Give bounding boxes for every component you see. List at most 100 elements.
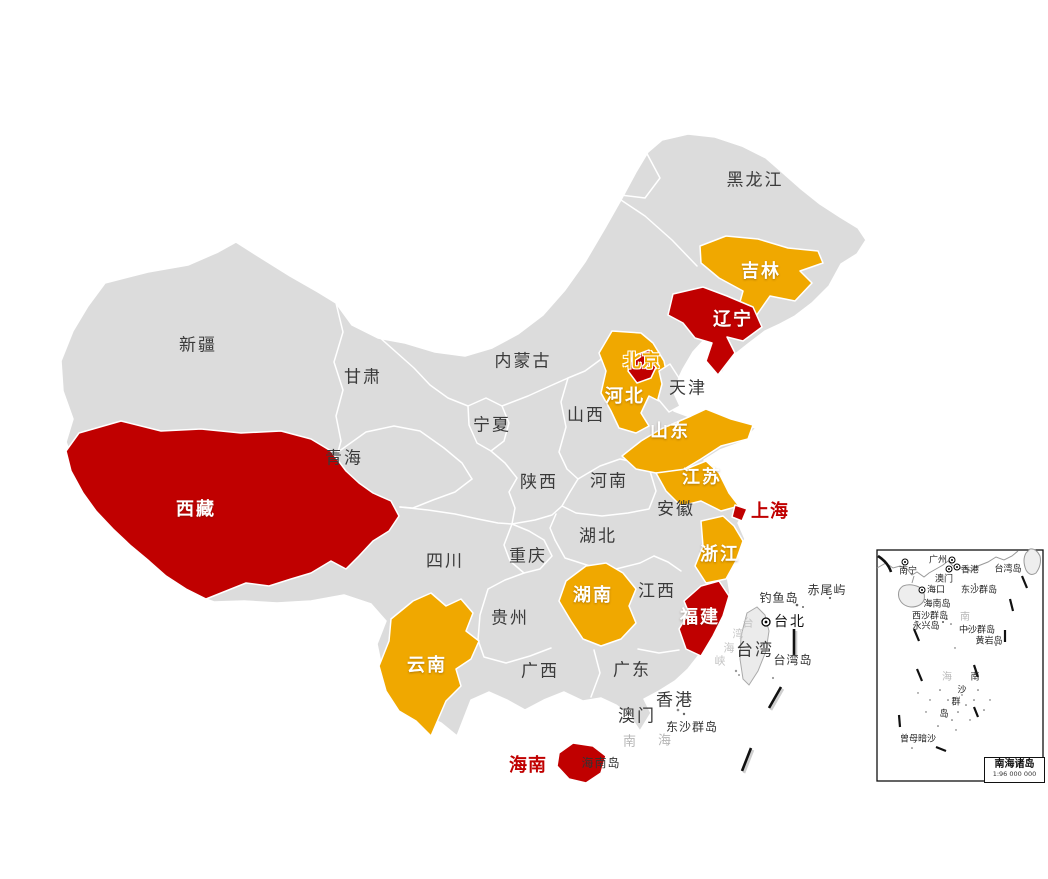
- region-beijing: [627, 349, 659, 384]
- label-macau: 澳门: [618, 706, 656, 727]
- penghu-islet-dot2: [738, 674, 740, 676]
- inset-city-markers: [901, 556, 961, 594]
- label-fujian: 福建: [680, 607, 720, 628]
- label-inset-huangyan: 黄岩岛: [975, 636, 1003, 647]
- label-inset-dongsha: 东沙群岛: [960, 585, 998, 596]
- inset-title: 南海诸岛: [994, 759, 1035, 770]
- region-xizang: [65, 420, 400, 600]
- border-xinjiang-east: [333, 302, 344, 453]
- hongkong-dot: [676, 708, 680, 712]
- label-inset-xianggang: 香港: [960, 565, 980, 576]
- label-beijing: 北京: [623, 351, 661, 372]
- label-inset-sea-nan: 南: [960, 612, 970, 623]
- label-guangdong: 广东: [613, 660, 651, 681]
- label-dongsha: 东沙群岛: [665, 720, 719, 734]
- label-hainan: 海南: [509, 755, 547, 776]
- label-inset-nansha-sha: 沙: [957, 685, 967, 696]
- label-hebei: 河北: [605, 386, 645, 407]
- label-hunan: 湖南: [573, 585, 613, 606]
- label-strait-hai: 海: [723, 641, 735, 655]
- label-jilin: 吉林: [741, 261, 781, 282]
- label-inset-hainandao: 海南岛: [923, 599, 951, 610]
- chiwei-islet-dot: [828, 596, 832, 600]
- label-strait-tai: 台: [742, 616, 754, 630]
- label-hongkong: 香港: [656, 690, 694, 711]
- label-inset-guangzhou: 广州: [928, 555, 948, 566]
- label-yunnan: 云南: [407, 655, 447, 676]
- label-inset-sea-hai: 海: [942, 672, 952, 683]
- label-sea-nan: 南: [622, 734, 638, 750]
- inset-coastline: [876, 550, 1019, 584]
- label-taiwan: 台湾: [736, 640, 774, 661]
- label-liaoning: 辽宁: [713, 309, 753, 330]
- label-guizhou: 贵州: [491, 608, 529, 629]
- region-hunan: [558, 562, 637, 647]
- region-liaoning: [667, 286, 763, 376]
- inset-scale: 1:96 000 000: [992, 770, 1037, 778]
- region-yunnan: [378, 592, 480, 737]
- diaoyu-islet-dot: [795, 603, 799, 607]
- border-shanxi-west: [558, 377, 579, 480]
- region-fujian: [678, 580, 730, 657]
- border-sichuan-north: [399, 506, 513, 525]
- region-jilin: [699, 235, 824, 317]
- border-hubei-west: [549, 513, 557, 541]
- label-inset-xisha: 西沙群岛: [911, 611, 949, 622]
- diaoyu-islet-dot2: [802, 606, 804, 608]
- inset-taiwan-island: [1023, 548, 1041, 575]
- border-henan: [561, 458, 657, 517]
- inset-nine-dash-line: [897, 575, 1029, 753]
- label-ningxia: 宁夏: [473, 415, 511, 436]
- highlighted-regions: [65, 235, 824, 784]
- label-guangxi: 广西: [521, 661, 559, 682]
- label-sea-hai: 海: [657, 733, 673, 749]
- inset-south-china-sea: [876, 548, 1044, 782]
- label-chiweiyu: 赤尾屿: [807, 583, 847, 597]
- label-inset-aomen: 澳门: [934, 574, 954, 585]
- label-shanxi: 山西: [567, 405, 605, 426]
- dash-southeast-2: [740, 747, 753, 772]
- border-neimenggu-heilongjiang: [611, 149, 698, 267]
- label-henan: 河南: [590, 471, 628, 492]
- label-strait-xia: 峡: [714, 654, 726, 668]
- label-diaoyudao: 钓鱼岛: [759, 591, 799, 605]
- border-gansu-neimenggu: [377, 335, 469, 407]
- label-qinghai: 青海: [325, 448, 363, 469]
- nine-dash-line-main: [740, 629, 798, 774]
- label-xizang: 西藏: [176, 499, 216, 520]
- label-hubei: 湖北: [579, 526, 617, 547]
- label-sichuan: 四川: [426, 551, 464, 572]
- region-taiwan-island: [739, 606, 770, 686]
- border-ningxia: [467, 397, 510, 452]
- label-shaanxi: 陕西: [520, 472, 558, 493]
- border-jiangxi-north: [653, 555, 682, 572]
- border-guizhou: [477, 572, 552, 664]
- label-inset-nansha-dao: 岛: [939, 709, 949, 720]
- label-hainandao: 海南岛: [581, 756, 621, 770]
- dash-southeast-1: [767, 686, 783, 709]
- islands: [676, 596, 832, 716]
- region-zhejiang: [694, 515, 744, 584]
- inset-vietnam-coast-segment: [877, 554, 893, 573]
- border-jiangxi-south: [637, 648, 680, 654]
- label-inset-nansha-qun: 群: [951, 697, 961, 708]
- label-tianjin: 天津: [669, 378, 707, 399]
- label-neimenggu: 内蒙古: [494, 351, 552, 372]
- label-gansu: 甘肃: [344, 367, 382, 388]
- border-gansu-tail: [490, 450, 518, 525]
- lanyu-islet-dot: [771, 676, 775, 680]
- region-tianjin: [657, 363, 681, 413]
- inset-title-box: 南海诸岛 1:96 000 000: [984, 757, 1045, 783]
- border-qinghai-north: [337, 425, 473, 480]
- label-xinjiang: 新疆: [179, 335, 217, 356]
- label-zhejiang: 浙江: [700, 544, 740, 565]
- inset-hainan-island: [898, 584, 925, 608]
- inset-island-dots: [911, 583, 997, 749]
- label-shanghai: 上海: [751, 501, 789, 522]
- label-inset-yongxing: 永兴岛: [912, 621, 940, 632]
- label-anhui: 安徽: [657, 499, 695, 520]
